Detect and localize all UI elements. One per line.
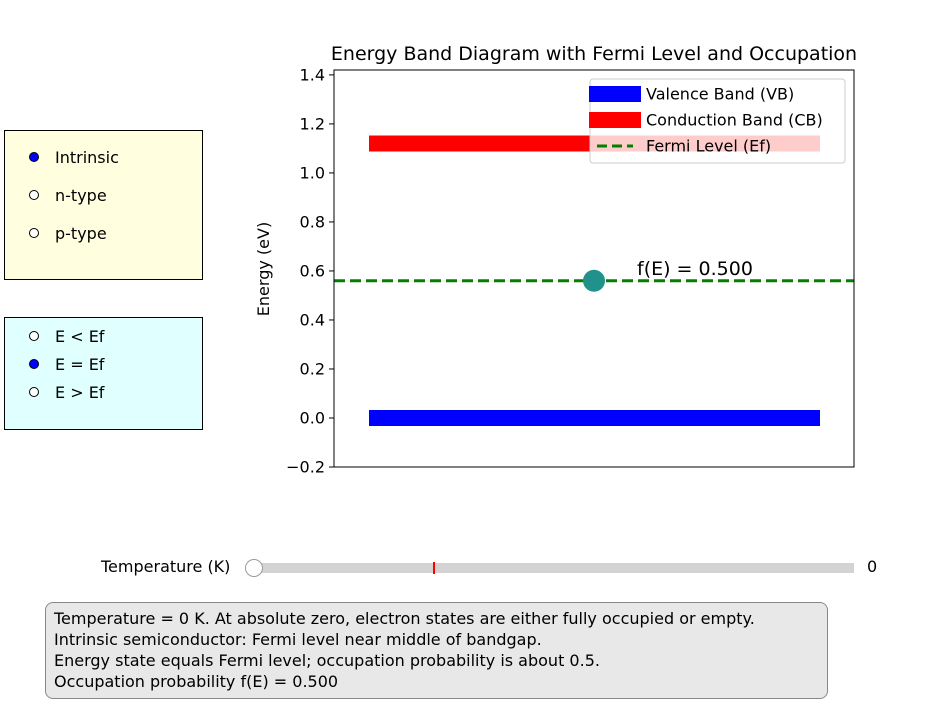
- energy-state-point: [583, 269, 605, 292]
- legend-swatch-cb: [589, 112, 641, 128]
- radio-e-equal-ef-label: E = Ef: [55, 354, 105, 374]
- energy-band-chart: Energy Band Diagram with Fermi Level and…: [254, 43, 857, 477]
- semiconductor-type-panel: Intrinsic n-type p-type: [4, 130, 203, 280]
- info-box: Temperature = 0 K. At absolute zero, ele…: [45, 602, 828, 699]
- y-ticks-group: −0.2 0.0 0.2 0.4 0.6 0.8 1.0 1.2 1.4: [286, 65, 334, 477]
- info-line-semiconductor: Intrinsic semiconductor: Fermi level nea…: [54, 630, 542, 649]
- temperature-slider-handle[interactable]: [245, 559, 263, 577]
- y-tick-label: 0.8: [300, 212, 325, 231]
- temperature-value: 0: [867, 557, 878, 576]
- legend: Valence Band (VB) Conduction Band (CB) Fer…: [589, 78, 846, 164]
- y-tick-label: 1.0: [300, 163, 325, 182]
- energy-state-panel: E < Ef E = Ef E > Ef: [4, 317, 203, 430]
- occupation-annotation: f(E) = 0.500: [637, 258, 753, 280]
- radio-intrinsic-label: Intrinsic: [55, 147, 119, 167]
- plot-frame: [333, 69, 855, 468]
- info-line-occupation: Occupation probability f(E) = 0.500: [54, 672, 339, 691]
- legend-swatch-vb: [589, 86, 641, 102]
- y-tick-label: 1.2: [300, 114, 325, 133]
- chart-title: Energy Band Diagram with Fermi Level and…: [331, 43, 857, 65]
- y-tick-label: 0.0: [300, 408, 325, 427]
- temperature-slider-track[interactable]: [255, 563, 854, 573]
- radio-intrinsic-dot[interactable]: [29, 152, 39, 162]
- info-line-energy-state: Energy state equals Fermi level; occupat…: [54, 651, 600, 670]
- info-line-temperature: Temperature = 0 K. At absolute zero, ele…: [54, 609, 755, 628]
- y-tick-label: 0.6: [300, 261, 325, 280]
- radio-e-below-ef-label: E < Ef: [55, 326, 105, 346]
- bands-group: f(E) = 0.500: [334, 135, 854, 426]
- y-tick-label: 1.4: [300, 65, 325, 84]
- y-tick-label: 0.2: [300, 359, 325, 378]
- radio-p-type-label: p-type: [55, 223, 107, 243]
- radio-e-above-ef-label: E > Ef: [55, 382, 105, 402]
- y-tick-label: −0.2: [286, 458, 325, 477]
- temperature-slider-marker: [433, 562, 435, 574]
- radio-e-equal-ef-dot[interactable]: [29, 359, 39, 369]
- radio-p-type-dot[interactable]: [29, 228, 39, 238]
- radio-e-below-ef-dot[interactable]: [29, 331, 39, 341]
- y-tick-label: 0.4: [300, 310, 325, 329]
- legend-label: Valence Band (VB): [646, 85, 794, 104]
- chart-svg: Energy Band Diagram with Fermi Level and…: [254, 43, 857, 477]
- legend-label: Conduction Band (CB): [646, 111, 823, 130]
- radio-e-above-ef-dot[interactable]: [29, 387, 39, 397]
- temperature-slider-label: Temperature (K): [101, 557, 231, 576]
- radio-n-type-dot[interactable]: [29, 190, 39, 200]
- y-axis-label: Energy (eV): [254, 222, 273, 316]
- legend-label: Fermi Level (Ef): [646, 137, 771, 156]
- radio-n-type-label: n-type: [55, 185, 107, 205]
